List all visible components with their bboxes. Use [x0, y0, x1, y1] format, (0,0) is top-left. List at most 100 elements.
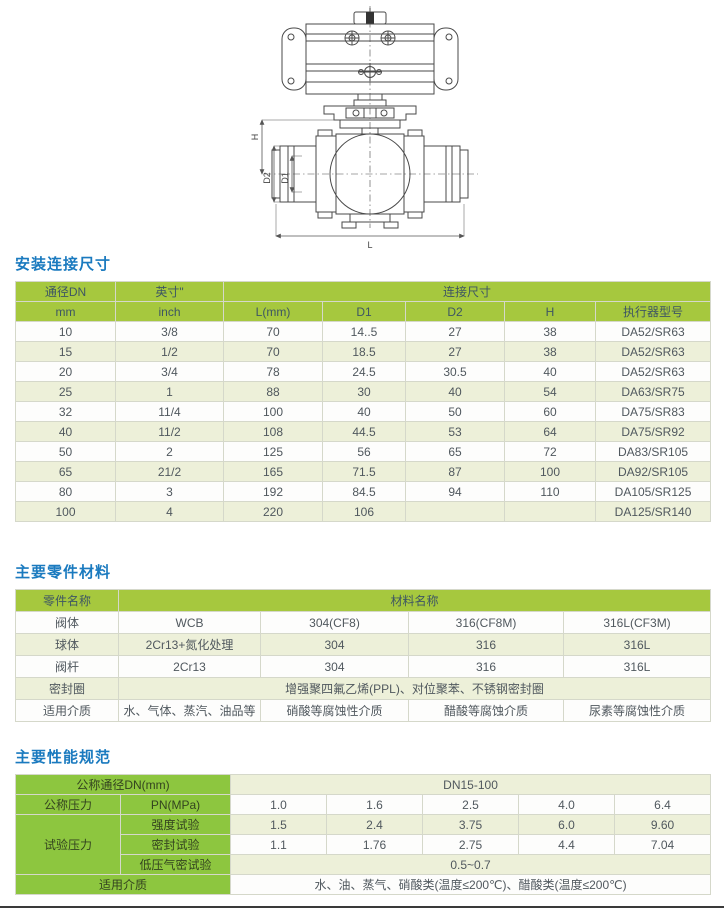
table-cell: 10 — [15, 321, 116, 342]
table-cell: 60 — [504, 401, 596, 422]
table-cell: 100 — [15, 501, 116, 522]
table-row: 25 1 88 30 40 54 DA63/SR75 — [15, 381, 712, 402]
table-cell: 87 — [405, 461, 505, 482]
table-cell: DA83/SR105 — [594, 441, 712, 462]
col-header-dn: 通径DN — [15, 281, 116, 302]
table-row: 阀体 WCB 304(CF8) 316(CF8M) 316L(CF3M) — [15, 611, 712, 634]
table-cell: 53 — [405, 421, 505, 442]
table-cell: 65 — [15, 461, 116, 482]
table-row: 15 1/2 70 18.5 27 38 DA52/SR63 — [15, 341, 712, 362]
table-row: 适用介质 水、气体、蒸汽、油品等 硝酸等腐蚀性介质 醋酸等腐蚀介质 尿素等腐蚀性介质 — [15, 699, 712, 722]
col-header-mm: mm — [15, 301, 116, 322]
table-cell: 316L(CF3M) — [562, 611, 712, 634]
row-label-ball: 球体 — [15, 633, 119, 656]
table-cell: 21/2 — [115, 461, 224, 482]
table-cell: 94 — [405, 481, 505, 502]
table-cell: 11/4 — [115, 401, 224, 422]
table-row: 80 3 192 84.5 94 110 DA105/SR125 — [15, 481, 712, 502]
table-cell: 2.4 — [326, 814, 424, 835]
table-cell: 6.4 — [614, 794, 712, 815]
table-cell: 30.5 — [405, 361, 505, 382]
table-cell: 78 — [223, 361, 323, 382]
table-cell: 20 — [15, 361, 116, 382]
low-pressure-air-test-value: 0.5~0.7 — [230, 854, 712, 875]
table-cell: 9.60 — [614, 814, 712, 835]
table-cell: 50 — [15, 441, 116, 462]
table-cell: 316L — [562, 655, 712, 678]
table-row: 试验压力 强度试验 1.5 2.4 3.75 6.0 9.60 — [15, 814, 712, 875]
table-cell: 316L — [562, 633, 712, 656]
row-label-nominal-pressure: 公称压力 — [15, 794, 121, 815]
table-cell: 40 — [504, 361, 596, 382]
table-cell — [405, 501, 505, 522]
table-header-row: 通径DN 英寸" 连接尺寸 — [15, 281, 712, 302]
table-cell: 27 — [405, 321, 505, 342]
col-header-h: H — [504, 301, 596, 322]
row-label-applicable-media: 适用介质 — [15, 699, 119, 722]
table-row: 40 11/2 108 44.5 53 64 DA75/SR92 — [15, 421, 712, 442]
table-cell: DA75/SR83 — [594, 401, 712, 422]
row-label-strength-test: 强度试验 — [119, 814, 232, 835]
nominal-diameter-value: DN15-100 — [230, 774, 712, 795]
table-cell: 2.5 — [422, 794, 520, 815]
table-cell: 165 — [223, 461, 323, 482]
table-cell: 40 — [405, 381, 505, 402]
table-cell: 3 — [115, 481, 224, 502]
table-row: 32 11/4 100 40 50 60 DA75/SR83 — [15, 401, 712, 422]
table-cell: 38 — [504, 321, 596, 342]
table-cell: 醋酸等腐蚀介质 — [408, 699, 564, 722]
table-cell: 316 — [408, 633, 564, 656]
table-cell: 2Cr13 — [118, 655, 261, 678]
table-cell: 38 — [504, 341, 596, 362]
table-cell: 316 — [408, 655, 564, 678]
table-cell: DA63/SR75 — [594, 381, 712, 402]
table-cell: 32 — [15, 401, 116, 422]
performance-spec-table: 公称通径DN(mm) DN15-100 公称压力 PN(MPa) 1.0 1.6… — [14, 774, 712, 895]
applicable-media-value: 水、油、蒸气、硝酸类(温度≤200℃)、醋酸类(温度≤200℃) — [230, 874, 712, 895]
table-cell: 64 — [504, 421, 596, 442]
table-cell: 54 — [504, 381, 596, 402]
row-label-test-pressure: 试验压力 — [15, 814, 121, 875]
col-header-l: L(mm) — [223, 301, 323, 322]
table-row: 100 4 220 106 DA125/SR140 — [15, 501, 712, 522]
table-cell: 316(CF8M) — [408, 611, 564, 634]
table-cell: DA52/SR63 — [594, 361, 712, 382]
section-title-performance-spec: 主要性能规范 — [15, 749, 112, 766]
table-cell: 304 — [260, 633, 409, 656]
table-cell: 65 — [405, 441, 505, 462]
table-cell: 4.0 — [518, 794, 616, 815]
table-cell: 71.5 — [322, 461, 406, 482]
table-cell: DA52/SR63 — [594, 341, 712, 362]
row-label-pn: PN(MPa) — [119, 794, 232, 815]
table-cell: 50 — [405, 401, 505, 422]
table-cell: 15 — [15, 341, 116, 362]
table-cell: 硝酸等腐蚀性介质 — [260, 699, 409, 722]
table-cell: 70 — [223, 341, 323, 362]
row-label-seal-ring: 密封圈 — [15, 677, 119, 700]
section-title-main-part-materials: 主要零件材料 — [15, 564, 112, 581]
col-header-d2: D2 — [405, 301, 505, 322]
row-label-low-pressure-air-test: 低压气密试验 — [119, 854, 232, 875]
table-cell: 110 — [504, 481, 596, 502]
table-cell: 18.5 — [322, 341, 406, 362]
col-header-d1: D1 — [322, 301, 406, 322]
table-cell: 100 — [504, 461, 596, 482]
table-cell: 11/2 — [115, 421, 224, 442]
dim-label-l: L — [367, 240, 372, 250]
table-cell: DA105/SR125 — [594, 481, 712, 502]
table-cell: 304(CF8) — [260, 611, 409, 634]
row-label-nominal-diameter: 公称通径DN(mm) — [14, 774, 232, 795]
table-cell: 3.75 — [422, 814, 520, 835]
valve-drawing-svg: H D2 D1 L — [250, 6, 478, 250]
col-header-inch: 英寸" — [115, 281, 224, 302]
table-cell: DA52/SR63 — [594, 321, 712, 342]
table-cell: 44.5 — [322, 421, 406, 442]
table-cell: 40 — [322, 401, 406, 422]
table-cell: 2.75 — [422, 834, 520, 855]
table-cell: 192 — [223, 481, 323, 502]
table-header-row: 零件名称 材料名称 — [15, 589, 712, 612]
table-row: 低压气密试验 0.5~0.7 — [16, 854, 712, 875]
table-cell: 100 — [223, 401, 323, 422]
table-cell: 304 — [260, 655, 409, 678]
page-bottom-rule — [0, 906, 724, 908]
